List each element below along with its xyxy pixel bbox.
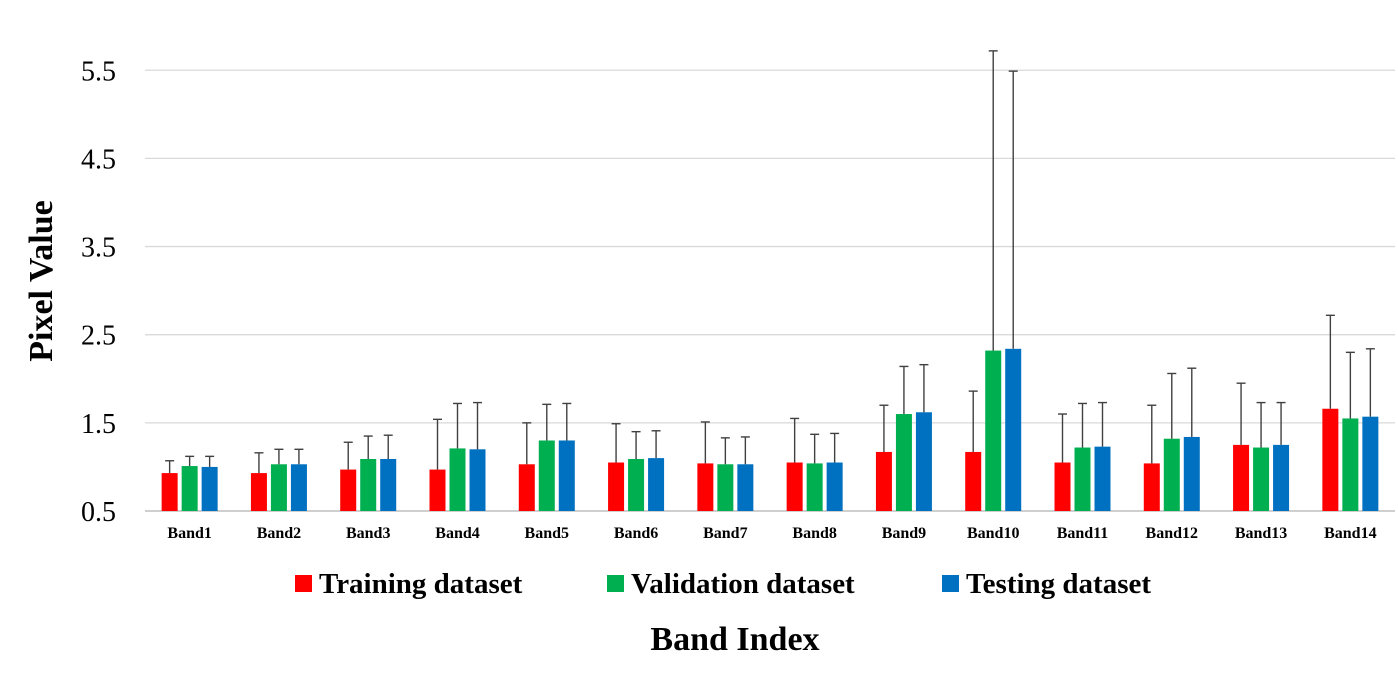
- legend: Training dataset Validation dataset Testin…: [295, 568, 1151, 600]
- x-tick-label: Band1: [167, 525, 211, 542]
- bar: [1342, 418, 1359, 511]
- bar: [826, 462, 843, 511]
- bar: [340, 469, 357, 511]
- bar: [360, 458, 377, 511]
- bar: [806, 463, 823, 511]
- legend-label: Validation dataset: [631, 568, 855, 600]
- bar: [648, 458, 665, 511]
- y-axis-label: Pixel Value: [23, 200, 60, 362]
- bar: [1074, 447, 1091, 511]
- bar: [737, 464, 754, 511]
- bar: [965, 451, 982, 511]
- bar: [558, 440, 575, 511]
- bar: [250, 473, 267, 511]
- bar: [429, 469, 446, 511]
- legend-swatch: [942, 575, 959, 592]
- x-tick-label: Band6: [614, 525, 658, 542]
- x-axis-ticks: Band1 Band2 Band3 Band4 Band5 Band6 Band7 Band8…: [167, 525, 1376, 542]
- bar: [469, 449, 486, 511]
- y-tick-label: 5.5: [81, 56, 116, 87]
- bar: [1322, 408, 1339, 511]
- bar: [1094, 446, 1111, 511]
- x-tick-label: Band13: [1235, 525, 1287, 542]
- legend-swatch: [295, 575, 312, 592]
- bar: [380, 458, 397, 511]
- bar: [1054, 462, 1071, 511]
- bar: [1143, 463, 1160, 511]
- y-axis-ticks: 0.5 1.5 2.5 3.5 4.5 5.5: [81, 56, 116, 528]
- bar: [1233, 444, 1250, 511]
- bar: [270, 464, 287, 511]
- bar: [518, 464, 535, 511]
- bar: [181, 466, 198, 511]
- bar: [608, 462, 625, 511]
- bar: [915, 412, 932, 511]
- bar: [875, 451, 892, 511]
- bar: [449, 448, 466, 511]
- x-tick-label: Band4: [435, 525, 479, 542]
- bar: [290, 464, 307, 511]
- x-tick-label: Band10: [967, 525, 1019, 542]
- legend-label: Testing dataset: [966, 568, 1151, 600]
- x-tick-label: Band3: [346, 525, 390, 542]
- bar: [1005, 348, 1022, 511]
- y-tick-label: 4.5: [81, 144, 116, 175]
- bar: [161, 473, 178, 511]
- bar: [201, 466, 218, 511]
- error-bars: [165, 50, 1375, 474]
- bar: [1163, 438, 1180, 511]
- bar: [697, 463, 714, 511]
- x-tick-label: Band14: [1324, 525, 1376, 542]
- bar: [985, 350, 1002, 511]
- x-tick-label: Band11: [1057, 525, 1109, 542]
- bar: [717, 464, 734, 511]
- y-tick-label: 0.5: [81, 497, 116, 528]
- bar: [1183, 436, 1200, 511]
- x-tick-label: Band7: [703, 525, 747, 542]
- x-axis-label: Band Index: [650, 621, 819, 658]
- x-tick-label: Band9: [882, 525, 926, 542]
- bar: [1362, 416, 1379, 511]
- x-tick-label: Band8: [792, 525, 836, 542]
- x-tick-label: Band12: [1146, 525, 1198, 542]
- bar: [628, 458, 645, 511]
- gridlines: [145, 69, 1395, 512]
- x-tick-label: Band2: [257, 525, 301, 542]
- legend-swatch: [607, 575, 624, 592]
- bar: [1273, 444, 1290, 511]
- bar: [786, 462, 803, 511]
- y-tick-label: 3.5: [81, 233, 116, 264]
- legend-label: Training dataset: [319, 568, 523, 600]
- bar: [1253, 447, 1270, 511]
- bar: [895, 414, 912, 511]
- y-tick-label: 2.5: [81, 321, 116, 352]
- x-tick-label: Band5: [525, 525, 569, 542]
- bars: [161, 348, 1379, 511]
- y-tick-label: 1.5: [81, 409, 116, 440]
- bar: [538, 440, 555, 511]
